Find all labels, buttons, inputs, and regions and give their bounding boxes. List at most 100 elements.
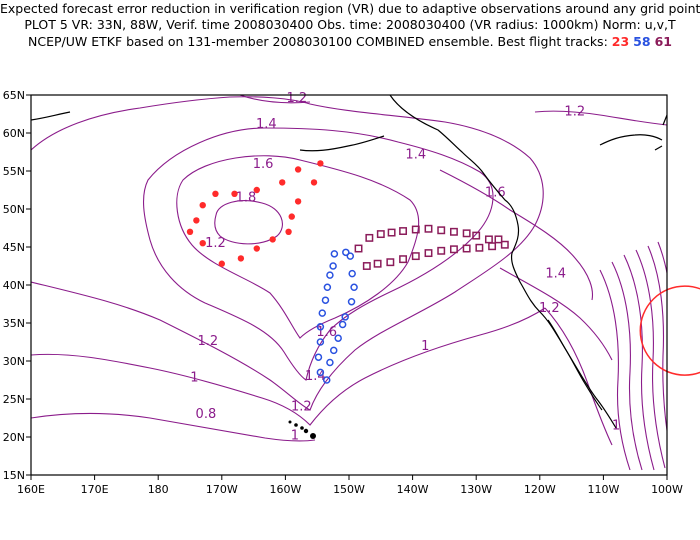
lat-tick-label: 60N: [3, 127, 25, 140]
track-58-point: [316, 338, 325, 346]
track-61-point: [411, 252, 420, 261]
contour-labels: 1.2 1.4 1.6 1.8 1.2 1.2 1 0.8 1.6 1.4 1.2 1 1 1.4 1.6 1…: [190, 91, 620, 443]
track-61-point: [484, 235, 493, 244]
flight-id-23: 23: [611, 34, 630, 49]
track-61-point: [354, 244, 363, 253]
track-58-point: [326, 271, 334, 279]
contour-lines: [31, 95, 667, 471]
lon-tick-label: 150W: [333, 483, 365, 496]
track-23-point: [288, 213, 295, 220]
track-23-point: [294, 198, 302, 205]
track-61-point: [494, 235, 503, 244]
track-58-point: [350, 283, 358, 292]
contour-label: 1.2: [287, 91, 308, 106]
track-61-point: [488, 242, 497, 251]
contour-1-6: [176, 155, 420, 339]
contour-1-2-east-lower: [499, 267, 613, 361]
track-61-point: [424, 224, 433, 233]
track-23-point: [193, 217, 200, 224]
track-58-point: [316, 368, 325, 377]
map-frame: [30, 94, 668, 476]
lon-tick-label: 170E: [81, 483, 109, 496]
track-61-point: [462, 229, 471, 238]
track-61-point: [449, 227, 458, 236]
lon-tick-label: 180: [148, 483, 169, 496]
track-61-point: [399, 227, 408, 235]
flight-track-23: [186, 160, 324, 267]
flight-id-61: 61: [654, 34, 672, 49]
contour-label: 1.2: [539, 301, 560, 316]
track-58-point: [322, 376, 331, 384]
contour-label: 1: [421, 339, 429, 354]
track-61-point: [386, 258, 395, 267]
track-61-point: [424, 249, 433, 258]
track-23-point: [186, 228, 194, 235]
contour-1-0: [31, 307, 546, 426]
track-23-point: [199, 202, 206, 209]
lat-tick-label: 15N: [3, 469, 25, 482]
lon-tick-label: 130W: [460, 483, 492, 496]
contour-label: 1.4: [405, 147, 426, 162]
contour-label: 1.4: [305, 369, 326, 384]
track-61-point: [472, 231, 481, 240]
track-58-point: [329, 346, 338, 355]
track-23-point: [279, 179, 286, 186]
contour-label: 1.4: [256, 117, 277, 132]
title-line-3-text: NCEP/UW ETKF based on 131-member 2008030…: [28, 34, 608, 49]
track-23-point: [317, 160, 324, 167]
track-23-point: [218, 260, 225, 267]
track-58-point: [318, 309, 327, 317]
contour-1-2-west: [31, 96, 544, 411]
coastlines: [31, 95, 667, 429]
contour-1-4-east: [439, 169, 594, 301]
track-61-point: [399, 255, 408, 264]
lon-tick-label: 100W: [651, 483, 683, 496]
flight-track-61: [354, 224, 509, 270]
lat-tick-label: 50N: [3, 203, 25, 216]
track-23-point: [285, 228, 292, 235]
track-58-point: [341, 313, 349, 321]
track-61-point: [387, 228, 396, 237]
track-58-point: [342, 248, 350, 257]
lat-tick-label: 25N: [3, 393, 25, 406]
track-58-point: [348, 269, 356, 278]
contour-1-4-west: [142, 127, 494, 381]
track-58-point: [338, 320, 347, 329]
alaska-coast: [389, 95, 617, 429]
lat-tick-label: 65N: [3, 89, 25, 102]
track-58-point: [326, 358, 334, 367]
contour-1-2-top: [239, 95, 311, 104]
track-61-point: [376, 230, 385, 239]
contour-label: 1.2: [205, 236, 226, 251]
track-61-point: [475, 243, 484, 252]
contour-label: 0.8: [196, 407, 217, 422]
track-58-point: [334, 334, 342, 342]
track-58-point: [330, 250, 339, 258]
contour-1-2-east: [534, 110, 667, 126]
contour-1-0-east: [544, 307, 613, 446]
track-23-point: [199, 240, 206, 247]
lon-tick-label: 110W: [587, 483, 619, 496]
track-58-point: [347, 297, 356, 306]
contour-label: 1: [291, 428, 299, 443]
track-23-point: [212, 190, 219, 197]
lon-tick-label: 170W: [206, 483, 238, 496]
track-58-point: [316, 323, 325, 331]
track-61-point: [437, 226, 446, 235]
baja-coast: [547, 319, 603, 411]
track-23-point: [237, 255, 245, 262]
contour-label: 1.4: [545, 267, 566, 282]
contour-label: 1.8: [236, 191, 257, 206]
contour-label: 1.6: [485, 185, 506, 200]
axis-ticks: 160E 170E 180 170W 160W 150W 140W 130W 120W 110W 1…: [3, 89, 683, 496]
chart-title-line-2: PLOT 5 VR: 33N, 88W, Verif. time 2008030…: [24, 17, 676, 32]
track-61-point: [449, 245, 458, 254]
track-58-point: [346, 252, 355, 260]
flight-id-58: 58: [633, 34, 651, 49]
hawaii-islands: [288, 420, 316, 439]
track-61-point: [411, 225, 420, 234]
lon-tick-label: 160W: [269, 483, 301, 496]
track-61-point: [365, 233, 374, 242]
track-61-point: [462, 244, 471, 253]
